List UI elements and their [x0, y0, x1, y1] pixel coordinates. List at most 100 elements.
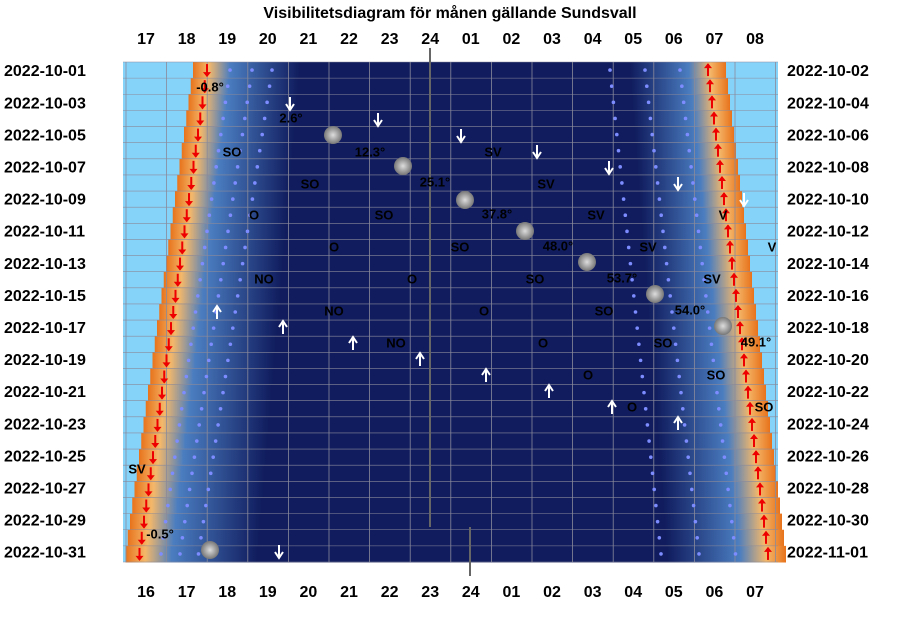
twilight-dot — [223, 245, 228, 250]
twilight-dot — [187, 487, 192, 492]
twilight-dot — [265, 100, 269, 105]
altitude-label: -0.5° — [146, 526, 174, 541]
twilight-dot — [709, 342, 714, 347]
twilight-dot — [685, 132, 690, 137]
twilight-dot — [245, 229, 250, 234]
direction-label: O — [249, 207, 259, 222]
bottom-hour-label: 22 — [381, 584, 399, 601]
twilight-dot — [196, 294, 200, 298]
sun-arrow-head — [732, 288, 740, 294]
sun-arrow-head — [744, 385, 752, 391]
top-hour-label: 07 — [706, 31, 724, 48]
night-band — [184, 126, 734, 144]
twilight-dot — [228, 68, 232, 72]
twilight-dot — [173, 455, 177, 459]
twilight-dot — [659, 552, 663, 556]
direction-label: V — [719, 207, 728, 222]
twilight-dot — [180, 536, 185, 540]
night-band — [141, 432, 772, 450]
sun-arrow-head — [178, 249, 187, 255]
twilight-dot — [661, 229, 665, 234]
twilight-dot — [260, 132, 265, 137]
right-date-label: 2022-10-30 — [787, 513, 869, 530]
right-date-label: 2022-10-10 — [787, 192, 869, 209]
direction-label: SV — [484, 144, 502, 159]
twilight-dot — [211, 455, 215, 459]
sun-arrow-head — [726, 240, 734, 246]
twilight-dot — [655, 519, 660, 524]
right-date-label: 2022-10-04 — [787, 95, 869, 112]
moon-arrow-head — [373, 119, 383, 128]
bottom-hour-label: 21 — [340, 584, 358, 601]
sun-arrow-head — [740, 353, 748, 359]
moon — [456, 191, 474, 209]
sun-arrow-head — [176, 265, 184, 271]
top-hour-label: 22 — [340, 31, 358, 48]
direction-label: SV — [128, 461, 146, 476]
twilight-dot — [633, 310, 638, 314]
moon-arrow-head — [532, 151, 542, 160]
direction-label: SO — [451, 239, 470, 254]
direction-label: SV — [587, 207, 605, 222]
twilight-dot — [696, 229, 701, 234]
right-date-label: 2022-10-28 — [787, 481, 869, 498]
twilight-dot — [654, 165, 658, 169]
twilight-dot — [183, 519, 187, 524]
bottom-hour-label: 01 — [503, 584, 521, 601]
night-band — [139, 449, 774, 466]
twilight-dot — [652, 148, 656, 153]
twilight-dot — [635, 326, 639, 330]
twilight-dot — [221, 390, 225, 395]
top-hour-label: 03 — [543, 31, 561, 48]
bottom-hour-label: 19 — [259, 584, 277, 601]
sun-arrow-head — [149, 459, 157, 465]
twilight-dot — [207, 358, 211, 363]
twilight-dot — [161, 536, 166, 540]
twilight-dot — [200, 261, 205, 266]
twilight-dot — [170, 471, 175, 476]
top-hour-label: 01 — [462, 31, 480, 48]
twilight-dot — [216, 148, 221, 153]
sun-arrow-head — [194, 136, 202, 142]
twilight-dot — [648, 116, 653, 121]
right-date-label: 2022-10-26 — [787, 448, 869, 465]
twilight-dot — [177, 423, 182, 427]
sun-arrow-head — [764, 546, 772, 552]
sun-arrow-head — [752, 450, 760, 456]
twilight-dot — [642, 390, 646, 395]
sun-arrow-head — [196, 120, 205, 126]
twilight-dot — [608, 68, 612, 72]
sun-arrow-head — [164, 346, 173, 352]
top-hour-label: 18 — [178, 31, 196, 48]
sun-arrow-head — [169, 314, 178, 319]
twilight-dot — [730, 519, 734, 524]
twilight-dot — [626, 245, 631, 250]
twilight-dot — [649, 455, 653, 459]
twilight-dot — [243, 116, 247, 121]
twilight-dot — [219, 277, 223, 282]
twilight-dot — [250, 68, 254, 72]
twilight-dot — [678, 68, 682, 72]
twilight-dot — [726, 487, 730, 492]
twilight-dot — [609, 84, 614, 88]
twilight-dot — [722, 455, 727, 459]
chart-title: Visibilitetsdiagram för månen gällande S… — [263, 4, 636, 22]
bottom-hour-label: 03 — [584, 584, 602, 601]
twilight-dot — [683, 116, 688, 121]
sun-arrow-head — [187, 184, 196, 190]
night-band — [163, 271, 752, 289]
altitude-label: 49.1° — [741, 334, 772, 349]
left-date-label: 2022-10-05 — [4, 127, 86, 144]
moon — [578, 253, 596, 271]
right-date-label: 2022-10-20 — [787, 352, 869, 369]
bottom-hour-label: 16 — [137, 584, 155, 601]
sun-arrow-head — [189, 168, 198, 174]
twilight-dot — [670, 310, 674, 314]
left-date-label: 2022-10-07 — [4, 160, 86, 177]
twilight-dot — [675, 358, 680, 363]
direction-label: NO — [324, 303, 344, 318]
twilight-dot — [179, 406, 184, 411]
bottom-hour-label: 04 — [624, 584, 642, 601]
twilight-dot — [196, 552, 201, 556]
moon-arrow-head — [285, 103, 295, 112]
